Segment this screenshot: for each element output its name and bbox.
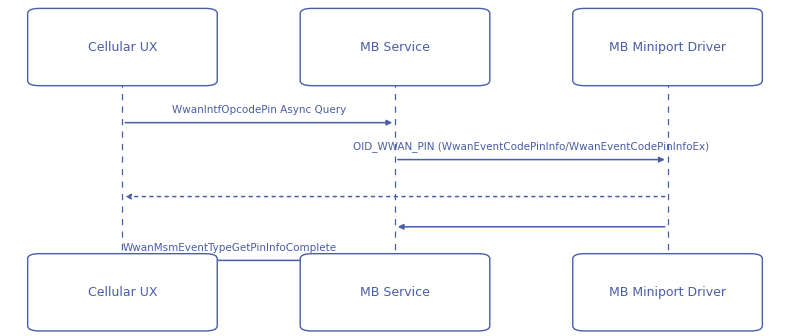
- FancyBboxPatch shape: [300, 8, 490, 86]
- Text: WwanMsmEventTypeGetPinInfoComplete: WwanMsmEventTypeGetPinInfoComplete: [122, 243, 337, 253]
- Text: MB Service: MB Service: [360, 41, 430, 53]
- Text: MB Miniport Driver: MB Miniport Driver: [609, 41, 726, 53]
- Text: Cellular UX: Cellular UX: [88, 41, 157, 53]
- FancyBboxPatch shape: [28, 254, 217, 331]
- FancyBboxPatch shape: [28, 8, 217, 86]
- FancyBboxPatch shape: [300, 254, 490, 331]
- FancyBboxPatch shape: [573, 254, 762, 331]
- Text: Cellular UX: Cellular UX: [88, 286, 157, 299]
- Text: MB Service: MB Service: [360, 286, 430, 299]
- Text: WwanIntfOpcodePin Async Query: WwanIntfOpcodePin Async Query: [171, 105, 346, 115]
- Text: MB Miniport Driver: MB Miniport Driver: [609, 286, 726, 299]
- Text: OID_WWAN_PIN (WwanEventCodePinInfo/WwanEventCodePinInfoEx): OID_WWAN_PIN (WwanEventCodePinInfo/WwanE…: [353, 141, 709, 152]
- FancyBboxPatch shape: [573, 8, 762, 86]
